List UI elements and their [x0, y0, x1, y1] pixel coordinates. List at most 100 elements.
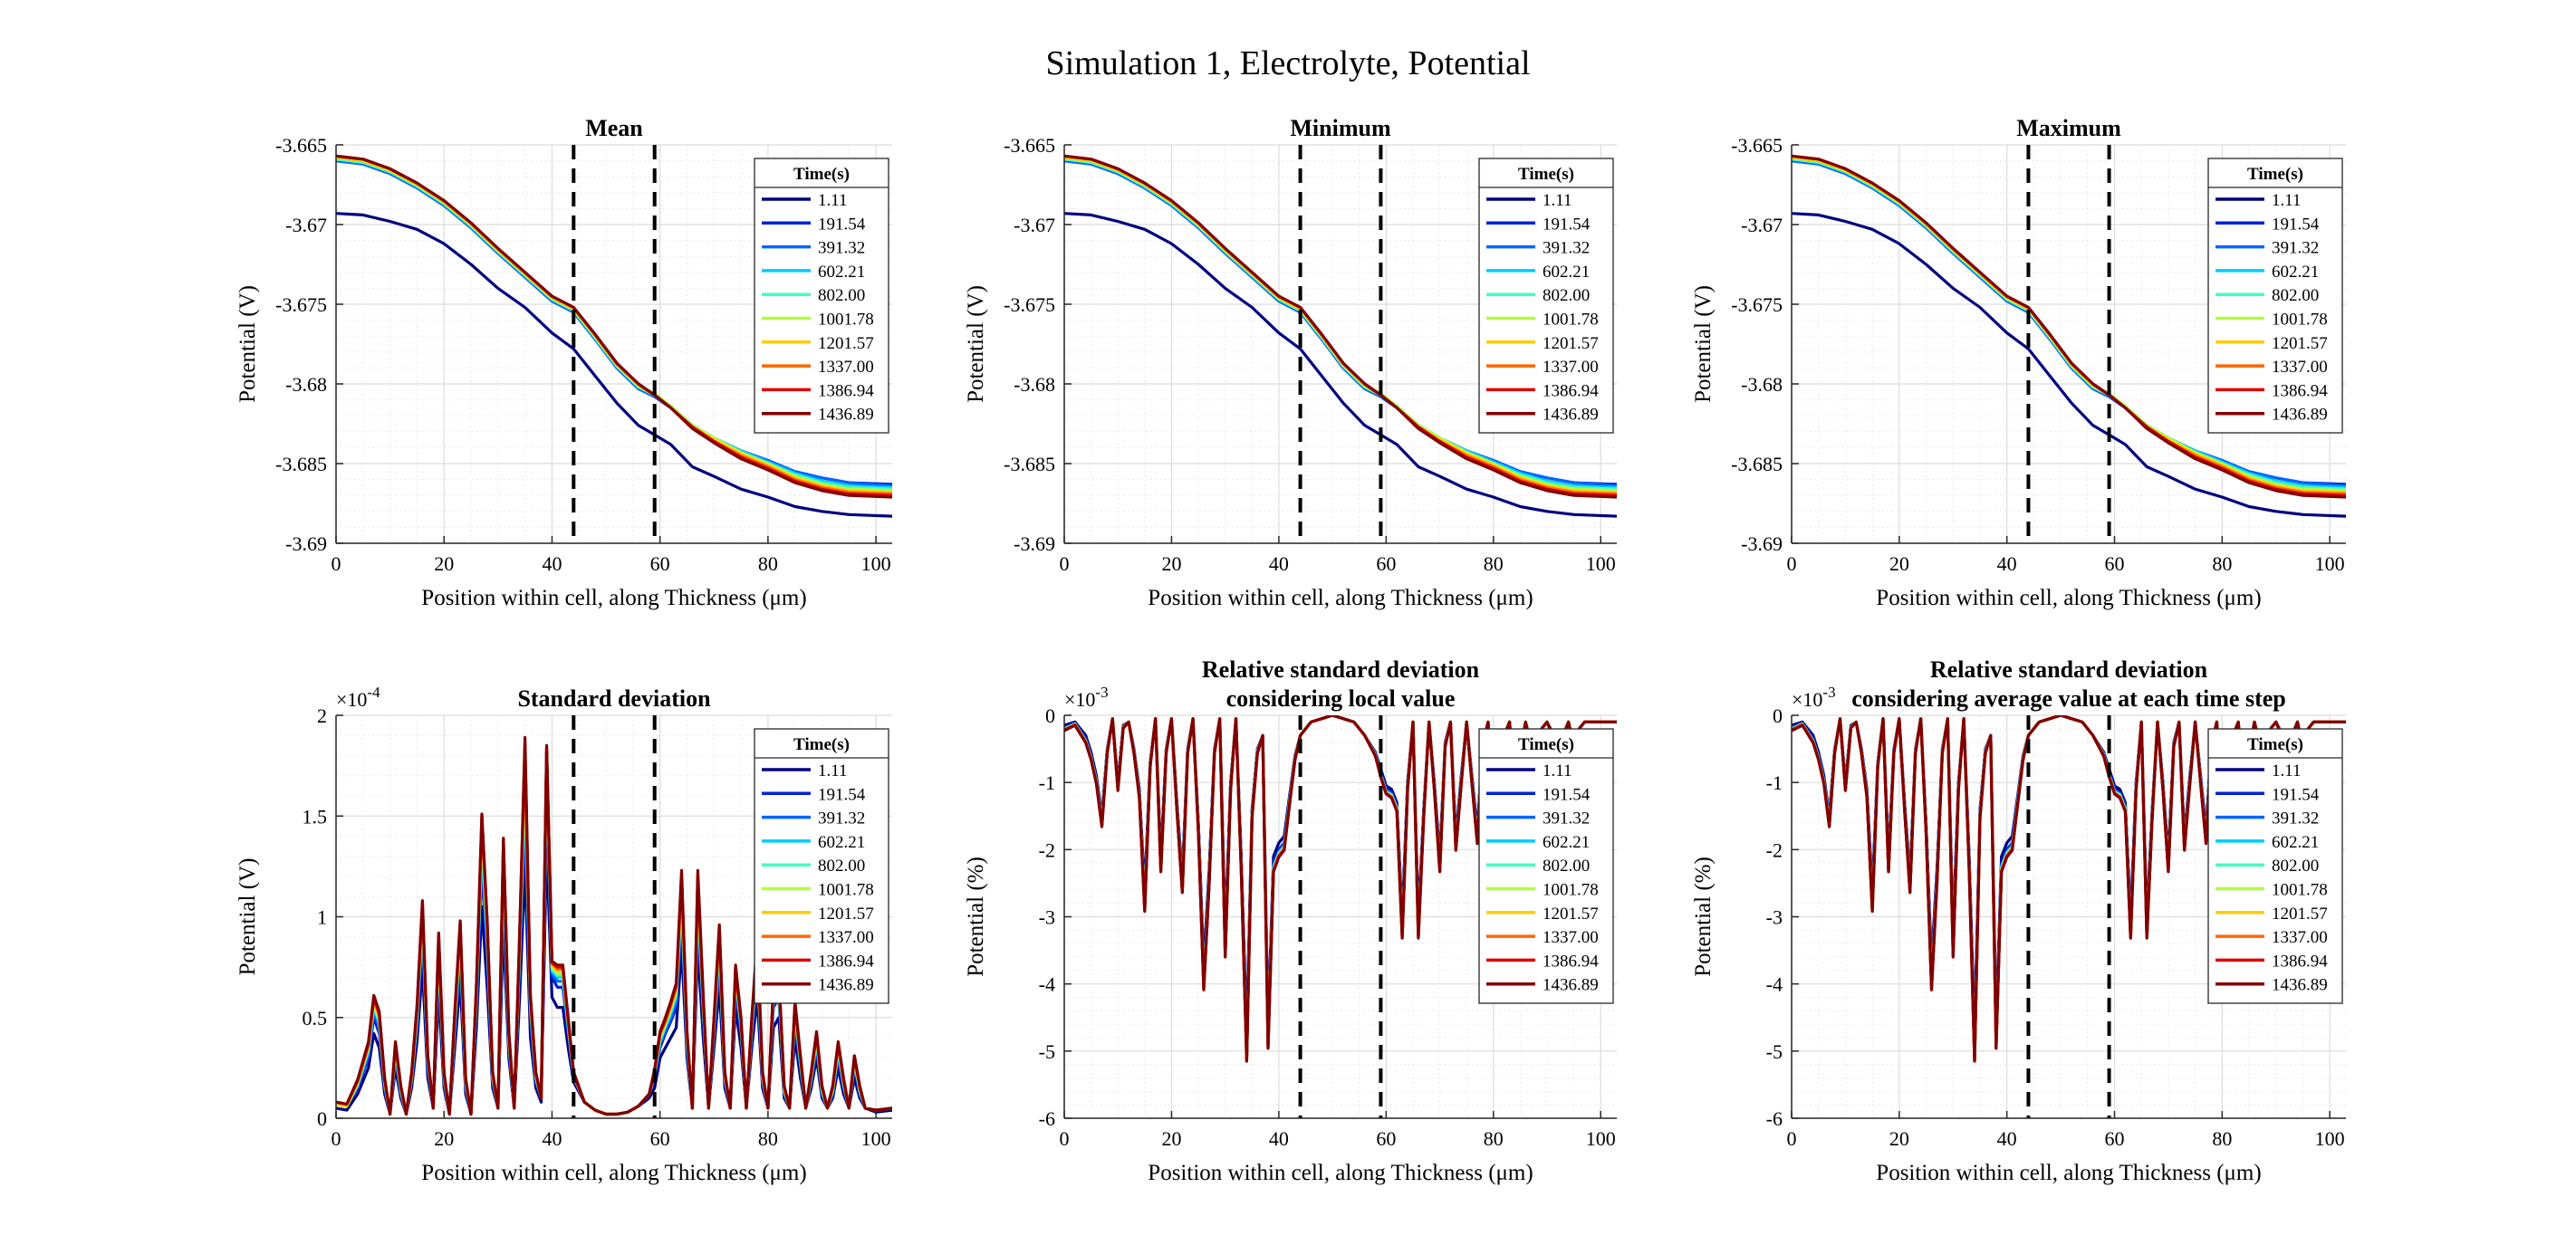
y-tick-label: 0: [1045, 704, 1055, 727]
legend-label: 1436.89: [2272, 976, 2328, 995]
series-group: [1792, 154, 2346, 518]
legend-label: 391.32: [2272, 809, 2319, 828]
legend-label: 1.11: [2272, 761, 2302, 781]
y-tick-label: -3.67: [1014, 214, 1055, 236]
legend-label: 1337.00: [2272, 358, 2328, 377]
legend-label: 391.32: [818, 239, 865, 258]
x-tick-label: 100: [1586, 552, 1616, 575]
series-line-1.11: [1792, 212, 2346, 518]
x-tick-label: 20: [1889, 1127, 1909, 1150]
y-tick-label: 2: [317, 704, 327, 727]
panel-std: 0 20 40 60 80 100 0 0.5 1 1.5 2 ×10-4 Standard devia…: [235, 684, 892, 1185]
legend-label: 802.00: [818, 286, 865, 305]
series-group: [1064, 154, 1617, 518]
y-tick-label: -3.685: [1004, 453, 1055, 475]
legend-label: 1386.94: [2272, 952, 2328, 971]
y-tick-label: -3.675: [1004, 293, 1055, 316]
y-exponent-label: ×10-3: [1064, 684, 1109, 711]
x-tick-label: 80: [1484, 552, 1504, 575]
y-tick-label: -3.68: [1741, 373, 1783, 396]
y-tick-label: -3.69: [1741, 532, 1783, 555]
legend-label: 602.21: [818, 833, 865, 852]
legend-label: 1.11: [2272, 191, 2302, 210]
y-tick-label: -1: [1766, 771, 1783, 794]
legend: Time(s) 1.11 191.54 391.32 602.21 802.00 1001.…: [754, 728, 889, 1004]
legend-label: 191.54: [818, 215, 866, 234]
legend: Time(s) 1.11 191.54 391.32 602.21 802.00 1001.…: [2207, 158, 2343, 434]
x-tick-label: 80: [2212, 1127, 2232, 1150]
y-exponent-label: ×10-4: [336, 684, 380, 711]
legend-label: 391.32: [1543, 809, 1590, 828]
y-tick-label: 1: [317, 906, 327, 929]
panel-title: Mean: [585, 115, 643, 141]
y-tick-label: -1: [1039, 771, 1055, 794]
y-axis-label: Potential (V): [1691, 285, 1716, 403]
panel-maximum: 0 20 40 60 80 100 -3.69 -3.685 -3.68 -3.675 -3.67 -…: [1691, 115, 2346, 610]
legend-label: 602.21: [2272, 263, 2319, 282]
x-tick-label: 20: [1161, 1127, 1181, 1150]
legend-label: 802.00: [818, 857, 865, 876]
legend-label: 1436.89: [818, 406, 874, 425]
y-tick-label: -6: [1766, 1107, 1783, 1130]
legend-label: 1201.57: [818, 334, 874, 353]
panel-title: Maximum: [2016, 115, 2121, 141]
y-tick-label: -3.665: [1004, 134, 1055, 157]
y-tick-label: 0: [317, 1107, 327, 1130]
legend-label: 1.11: [818, 191, 848, 210]
panel-title: considering local value: [1226, 685, 1456, 712]
legend-label: 1001.78: [1543, 311, 1599, 330]
series-line-1.11: [1064, 212, 1617, 518]
legend: Time(s) 1.11 191.54 391.32 602.21 802.00 1001.…: [1478, 728, 1614, 1004]
legend-label: 802.00: [2272, 286, 2319, 305]
legend-label: 602.21: [2272, 833, 2319, 852]
x-axis-label: Position within cell, along Thickness (μ…: [421, 1161, 806, 1185]
y-axis-label: Potential (%): [1691, 857, 1716, 977]
x-tick-label: 40: [1269, 1127, 1289, 1150]
x-tick-label: 100: [861, 1127, 891, 1150]
panel-title: Standard deviation: [517, 685, 711, 712]
legend-label: 1337.00: [2272, 928, 2328, 947]
panel-rel_avg: 0 20 40 60 80 100 -6 -5 -4 -3 -2 -1 0 ×10-3 Relative s…: [1691, 656, 2346, 1185]
legend-label: 802.00: [1543, 857, 1590, 876]
panel-rel_local: 0 20 40 60 80 100 -6 -5 -4 -3 -2 -1 0 ×10-3 Relative s…: [964, 656, 1617, 1185]
x-tick-label: 0: [332, 552, 341, 575]
legend-label: 191.54: [1543, 215, 1591, 234]
x-axis-label: Position within cell, along Thickness (μ…: [1876, 1161, 2261, 1185]
x-tick-label: 60: [2105, 552, 2125, 575]
x-tick-label: 80: [758, 552, 778, 575]
legend-title: Time(s): [2247, 735, 2303, 754]
series-line-1436.89: [1064, 154, 1617, 499]
legend-label: 1386.94: [1543, 381, 1599, 400]
legend: Time(s) 1.11 191.54 391.32 602.21 802.00 1001.…: [754, 158, 889, 434]
legend-label: 802.00: [1543, 286, 1590, 305]
y-tick-label: -6: [1039, 1107, 1055, 1130]
legend-label: 191.54: [2272, 785, 2320, 804]
legend-label: 391.32: [1543, 239, 1590, 258]
legend-label: 191.54: [818, 785, 866, 804]
y-tick-label: -3.68: [285, 373, 327, 396]
legend-label: 1337.00: [1543, 928, 1599, 947]
legend-title: Time(s): [2247, 165, 2303, 184]
x-tick-label: 20: [1161, 552, 1181, 575]
legend-title: Time(s): [793, 735, 850, 754]
x-tick-label: 80: [2212, 552, 2232, 575]
x-tick-label: 40: [542, 552, 562, 575]
x-tick-label: 40: [1997, 552, 2017, 575]
legend-label: 1436.89: [1543, 406, 1599, 425]
legend-label: 1337.00: [1543, 358, 1599, 377]
legend-label: 1.11: [818, 761, 848, 781]
y-axis-label: Potential (V): [964, 285, 988, 403]
series-line-1.11: [336, 212, 892, 518]
legend-box: [1478, 728, 1614, 1004]
series-group: [336, 154, 892, 518]
y-tick-label: -3: [1766, 906, 1783, 929]
x-tick-label: 0: [332, 1127, 341, 1150]
legend: Time(s) 1.11 191.54 391.32 602.21 802.00 1001.…: [1478, 158, 1614, 434]
legend-title: Time(s): [793, 165, 850, 184]
legend-label: 1436.89: [2272, 406, 2328, 425]
x-tick-label: 60: [650, 552, 670, 575]
x-tick-label: 60: [650, 1127, 670, 1150]
y-axis-label: Potential (V): [235, 285, 260, 403]
x-tick-label: 0: [1060, 552, 1070, 575]
x-tick-label: 0: [1060, 1127, 1070, 1150]
